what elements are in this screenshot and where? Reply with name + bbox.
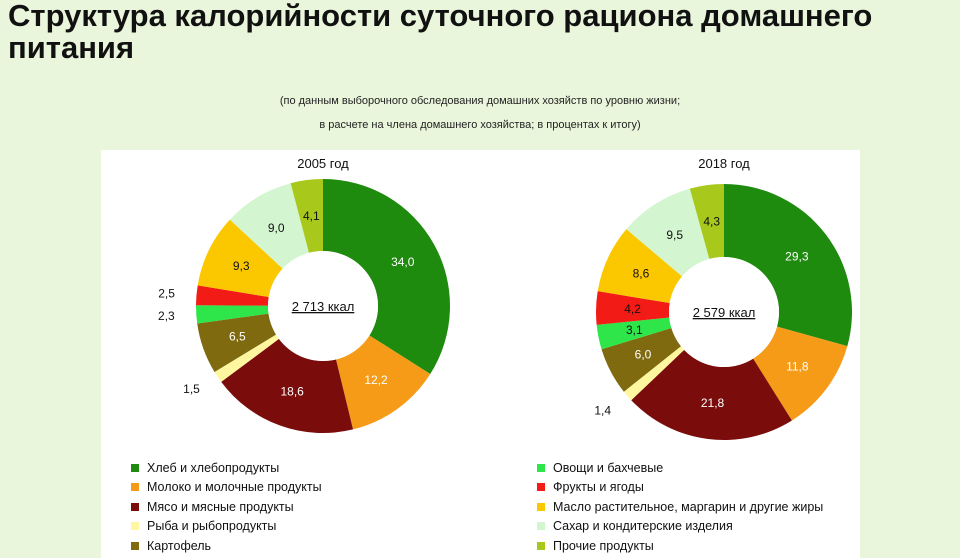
slice-value-label: 1,4 (594, 403, 611, 417)
legend-item: Картофель (131, 536, 322, 556)
donut-slice (214, 334, 279, 382)
donut-slice (626, 188, 710, 277)
legend-swatch (131, 502, 139, 511)
slice-value-label: 9,3 (233, 259, 250, 273)
donut-slice (601, 328, 681, 392)
donut-hole (669, 257, 779, 367)
donut-slice (336, 335, 431, 430)
page-title: Структура калорийности суточного рациона… (8, 0, 873, 65)
slice-value-label: 3,1 (626, 323, 643, 337)
legend-swatch (537, 502, 545, 511)
legend-item: Мясо и мясные продукты (131, 497, 322, 517)
donut-center-label: 2 713 ккал (292, 299, 355, 314)
legend-label: Рыба и рыбопродукты (147, 519, 277, 534)
donut-slice (229, 183, 309, 269)
donut-slice (753, 326, 848, 421)
legend-label: Сахар и кондитерские изделия (553, 519, 733, 534)
legend-label: Хлеб и хлебопродукты (147, 460, 280, 475)
legend-swatch (131, 483, 139, 492)
slice-value-label: 29,3 (785, 250, 809, 264)
donut-center-label: 2 579 ккал (693, 305, 756, 320)
legend-item: Хлеб и хлебопродукты (131, 458, 322, 478)
donut-hole (268, 251, 378, 361)
chart-title: 2005 год (297, 156, 349, 171)
donut-slice (290, 179, 323, 253)
legend-label: Фрукты и ягоды (553, 480, 644, 495)
legend-label: Овощи и бахчевые (553, 460, 664, 475)
legend-label: Картофель (147, 538, 212, 553)
legend-swatch (131, 541, 139, 550)
slice-value-label: 34,0 (391, 255, 415, 269)
slice-value-label: 11,8 (786, 360, 809, 374)
slice-value-label: 8,6 (633, 267, 650, 281)
chart-title: 2018 год (698, 156, 750, 171)
legend-item: Молоко и молочные продукты (131, 478, 322, 498)
donut-slice (221, 338, 354, 433)
donut-slice (596, 291, 670, 325)
slice-value-label: 1,5 (183, 382, 200, 396)
slice-value-label: 6,5 (229, 330, 246, 344)
slice-value-label: 18,6 (280, 385, 304, 399)
donut-slice (631, 349, 792, 441)
legend-item: Фрукты и ягоды (537, 478, 823, 498)
legend-label: Прочие продукты (553, 538, 654, 553)
legend-left: Хлеб и хлебопродукты Молоко и молочные п… (131, 458, 322, 556)
legend-swatch (537, 522, 545, 531)
legend-right: Овощи и бахчевые Фрукты и ягоды Масло ра… (537, 458, 823, 556)
donut-slice (623, 346, 685, 401)
legend-item: Рыба и рыбопродукты (131, 517, 322, 537)
donut-charts: 34,0 12,2 18,6 1,5 6,5 2,3 2,5 9,3 9,0 4,1 2 713 к… (158, 156, 852, 441)
slice-value-label: 4,2 (624, 302, 641, 316)
legend-item: Масло растительное, маргарин и другие жи… (537, 497, 823, 517)
donut-slice (197, 313, 277, 373)
donut-slice (196, 305, 269, 324)
subtitle-line-2: в расчете на члена домашнего хозяйства; … (319, 119, 641, 131)
slice-value-label: 9,5 (666, 228, 683, 242)
legend-swatch (537, 463, 545, 472)
slice-value-label: 6,0 (635, 348, 652, 362)
donut-slice (196, 285, 269, 306)
slice-value-label: 2,3 (158, 309, 175, 323)
donut-slice (596, 317, 672, 350)
legend-label: Мясо и мясные продукты (147, 499, 294, 514)
donut-slice (197, 219, 283, 298)
legend-label: Молоко и молочные продукты (147, 480, 322, 495)
legend-label: Масло растительное, маргарин и другие жи… (553, 499, 824, 514)
legend-swatch (131, 522, 139, 531)
legend-item: Сахар и кондитерские изделия (537, 517, 823, 537)
legend-swatch (537, 483, 545, 492)
slice-value-label: 4,1 (303, 209, 320, 223)
subtitle-line-1: (по данным выборочного обследования дома… (279, 95, 681, 107)
donut-slice (689, 184, 724, 259)
slice-value-label: 21,8 (701, 396, 725, 410)
slice-value-label: 9,0 (268, 221, 285, 235)
slice-value-label: 4,3 (703, 214, 720, 228)
chart-panel: 34,0 12,2 18,6 1,5 6,5 2,3 2,5 9,3 9,0 4,1 2 713 к… (101, 150, 860, 558)
slice-value-label: 12,2 (364, 373, 388, 387)
donut-slice (724, 184, 852, 347)
slice-value-label: 2,5 (158, 286, 175, 300)
donut-slice (597, 229, 683, 304)
donut-slice (323, 179, 450, 375)
legend-item: Прочие продукты (537, 536, 823, 556)
legend-item: Овощи и бахчевые (537, 458, 823, 478)
legend-swatch (537, 541, 545, 550)
legend-swatch (131, 463, 139, 472)
